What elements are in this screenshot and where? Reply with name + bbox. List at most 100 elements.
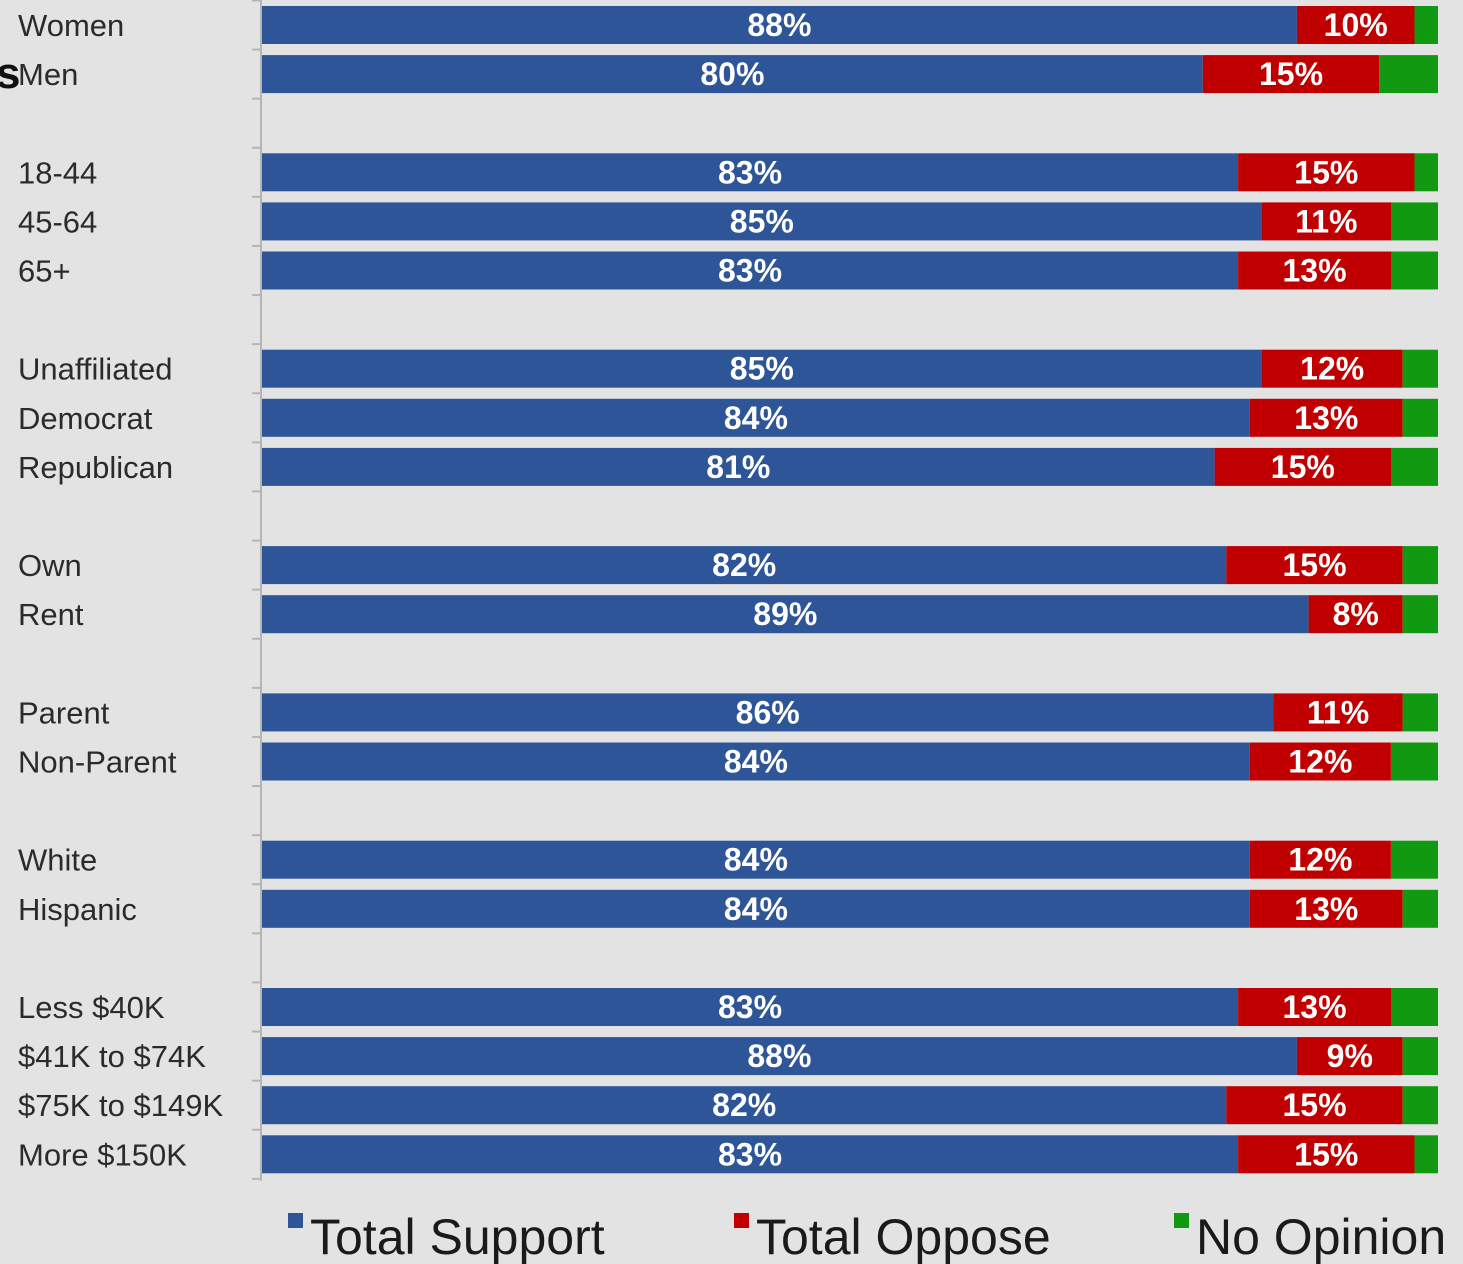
value-label-total-support-18-44: 83% bbox=[718, 154, 782, 190]
legend-label-total-support: Total Support bbox=[310, 1209, 605, 1264]
bar-segment-total-support-65-plus bbox=[262, 251, 1239, 290]
bar-segment-total-oppose-rent bbox=[1308, 595, 1403, 634]
category-label-65-plus: 65+ bbox=[18, 254, 71, 289]
bar-segment-total-support-45-64 bbox=[262, 202, 1262, 241]
bar-segment-total-support-democrat bbox=[262, 398, 1250, 437]
bar-segment-no-opinion-parent bbox=[1402, 693, 1438, 732]
value-label-total-oppose-women: 10% bbox=[1324, 7, 1388, 43]
bar-row-women: 88% 10% bbox=[262, 6, 1438, 44]
bar-segment-total-support-less-40k bbox=[262, 988, 1239, 1026]
legend-swatch-total-support bbox=[288, 1213, 303, 1228]
category-label-democrat: Democrat bbox=[18, 401, 153, 436]
legend-swatch-total-oppose bbox=[734, 1213, 749, 1228]
bar-row-65-plus: 83% 13% bbox=[262, 251, 1438, 290]
bar-segment-total-oppose-parent bbox=[1273, 693, 1403, 732]
bar-segment-no-opinion-18-44 bbox=[1414, 153, 1438, 192]
legend-item-no-opinion: No Opinion bbox=[1174, 1209, 1446, 1264]
bar-segment-total-oppose-less-40k bbox=[1238, 988, 1391, 1026]
bar-segment-total-oppose-non-parent bbox=[1249, 742, 1391, 781]
cut-off-title-fragment: s bbox=[0, 49, 20, 98]
value-label-total-oppose-65-plus: 13% bbox=[1282, 253, 1346, 289]
value-label-total-oppose-parent: 11% bbox=[1307, 694, 1369, 730]
legend: Total Support Total Oppose No Opinion bbox=[288, 1209, 1446, 1264]
bar-segment-total-oppose-more-150k bbox=[1238, 1135, 1415, 1174]
value-label-total-oppose-unaffiliated: 12% bbox=[1300, 351, 1364, 387]
bar-row-45-64: 85% 11% bbox=[262, 202, 1438, 241]
value-label-total-support-white: 84% bbox=[724, 842, 788, 878]
bar-row-41k-to-74k: 88% 9% bbox=[262, 1037, 1438, 1076]
category-label-own: Own bbox=[18, 548, 82, 583]
value-label-total-support-less-40k: 83% bbox=[718, 989, 782, 1025]
bar-segment-no-opinion-men bbox=[1379, 55, 1438, 94]
bar-segment-total-support-own bbox=[262, 546, 1227, 585]
bar-segment-no-opinion-unaffiliated bbox=[1402, 349, 1438, 388]
value-label-total-support-hispanic: 84% bbox=[724, 891, 788, 927]
value-label-total-oppose-less-40k: 13% bbox=[1282, 989, 1346, 1025]
value-label-total-support-non-parent: 84% bbox=[724, 744, 788, 780]
value-label-total-oppose-non-parent: 12% bbox=[1288, 744, 1352, 780]
value-label-total-support-41k-to-74k: 88% bbox=[747, 1038, 811, 1074]
bar-row-less-40k: 83% 13% bbox=[262, 988, 1438, 1026]
bar-segment-no-opinion-democrat bbox=[1402, 398, 1438, 437]
bar-segment-no-opinion-45-64 bbox=[1391, 202, 1438, 241]
category-label-non-parent: Non-Parent bbox=[18, 745, 177, 780]
category-label-more-150k: More $150K bbox=[18, 1137, 187, 1172]
bar-segment-no-opinion-65-plus bbox=[1391, 251, 1438, 290]
category-label-republican: Republican bbox=[18, 450, 173, 485]
bar-row-unaffiliated: 85% 12% bbox=[262, 349, 1438, 388]
bar-row-more-150k: 83% 15% bbox=[262, 1135, 1438, 1174]
bar-segment-total-support-non-parent bbox=[262, 742, 1250, 781]
value-label-total-oppose-rent: 8% bbox=[1333, 596, 1379, 632]
value-label-total-support-own: 82% bbox=[712, 547, 776, 583]
legend-label-no-opinion: No Opinion bbox=[1196, 1209, 1446, 1264]
bar-segment-total-oppose-unaffiliated bbox=[1261, 349, 1403, 388]
bar-segment-total-support-unaffiliated bbox=[262, 349, 1262, 388]
bar-row-men: 80% 15% bbox=[262, 55, 1438, 94]
category-label-75k-to-149k: $75K to $149K bbox=[18, 1088, 223, 1123]
bar-segment-total-oppose-65-plus bbox=[1238, 251, 1391, 290]
value-label-total-support-more-150k: 83% bbox=[718, 1136, 782, 1172]
legend-swatch-no-opinion bbox=[1174, 1213, 1189, 1228]
category-label-hispanic: Hispanic bbox=[18, 892, 137, 927]
bar-segment-no-opinion-75k-to-149k bbox=[1402, 1086, 1438, 1125]
bar-segment-total-support-parent bbox=[262, 693, 1274, 732]
value-label-total-oppose-more-150k: 15% bbox=[1294, 1136, 1358, 1172]
bar-segment-total-oppose-men bbox=[1202, 55, 1380, 94]
bar-segment-total-oppose-hispanic bbox=[1249, 889, 1403, 928]
category-label-45-64: 45-64 bbox=[18, 204, 97, 239]
bar-row-own: 82% 15% bbox=[262, 546, 1438, 585]
value-label-total-support-men: 80% bbox=[700, 56, 764, 92]
bar-segment-total-support-41k-to-74k bbox=[262, 1037, 1297, 1076]
bar-segment-no-opinion-non-parent bbox=[1391, 742, 1438, 781]
value-label-total-support-republican: 81% bbox=[706, 449, 770, 485]
bar-segment-no-opinion-less-40k bbox=[1391, 988, 1438, 1026]
value-label-total-oppose-men: 15% bbox=[1259, 56, 1323, 92]
category-label-unaffiliated: Unaffiliated bbox=[18, 352, 173, 387]
category-label-less-40k: Less $40K bbox=[18, 990, 165, 1025]
category-label-18-44: 18-44 bbox=[18, 155, 97, 190]
bar-segment-no-opinion-rent bbox=[1402, 595, 1438, 634]
bar-segment-no-opinion-republican bbox=[1391, 447, 1438, 486]
bar-segment-total-support-75k-to-149k bbox=[262, 1086, 1227, 1125]
bar-segment-total-oppose-41k-to-74k bbox=[1296, 1037, 1403, 1076]
bar-segment-total-oppose-75k-to-149k bbox=[1226, 1086, 1403, 1125]
value-label-total-oppose-own: 15% bbox=[1282, 547, 1346, 583]
bar-row-white: 84% 12% bbox=[262, 840, 1438, 879]
value-label-total-support-rent: 89% bbox=[753, 596, 817, 632]
bar-segment-total-support-republican bbox=[262, 447, 1215, 486]
value-label-total-support-75k-to-149k: 82% bbox=[712, 1087, 776, 1123]
legend-label-total-oppose: Total Oppose bbox=[756, 1209, 1051, 1264]
bar-row-hispanic: 84% 13% bbox=[262, 889, 1438, 928]
bar-segment-total-oppose-republican bbox=[1214, 447, 1391, 486]
category-label-white: White bbox=[18, 843, 97, 878]
bar-row-republican: 81% 15% bbox=[262, 447, 1438, 486]
bar-segment-no-opinion-hispanic bbox=[1402, 889, 1438, 928]
bar-segment-no-opinion-41k-to-74k bbox=[1402, 1037, 1438, 1076]
legend-item-total-support: Total Support bbox=[288, 1209, 605, 1264]
bar-segment-total-support-more-150k bbox=[262, 1135, 1239, 1174]
bar-row-75k-to-149k: 82% 15% bbox=[262, 1086, 1438, 1125]
category-label-rent: Rent bbox=[18, 597, 84, 632]
value-label-total-oppose-white: 12% bbox=[1288, 842, 1352, 878]
bar-segment-total-support-hispanic bbox=[262, 889, 1250, 928]
bar-row-democrat: 84% 13% bbox=[262, 398, 1438, 437]
